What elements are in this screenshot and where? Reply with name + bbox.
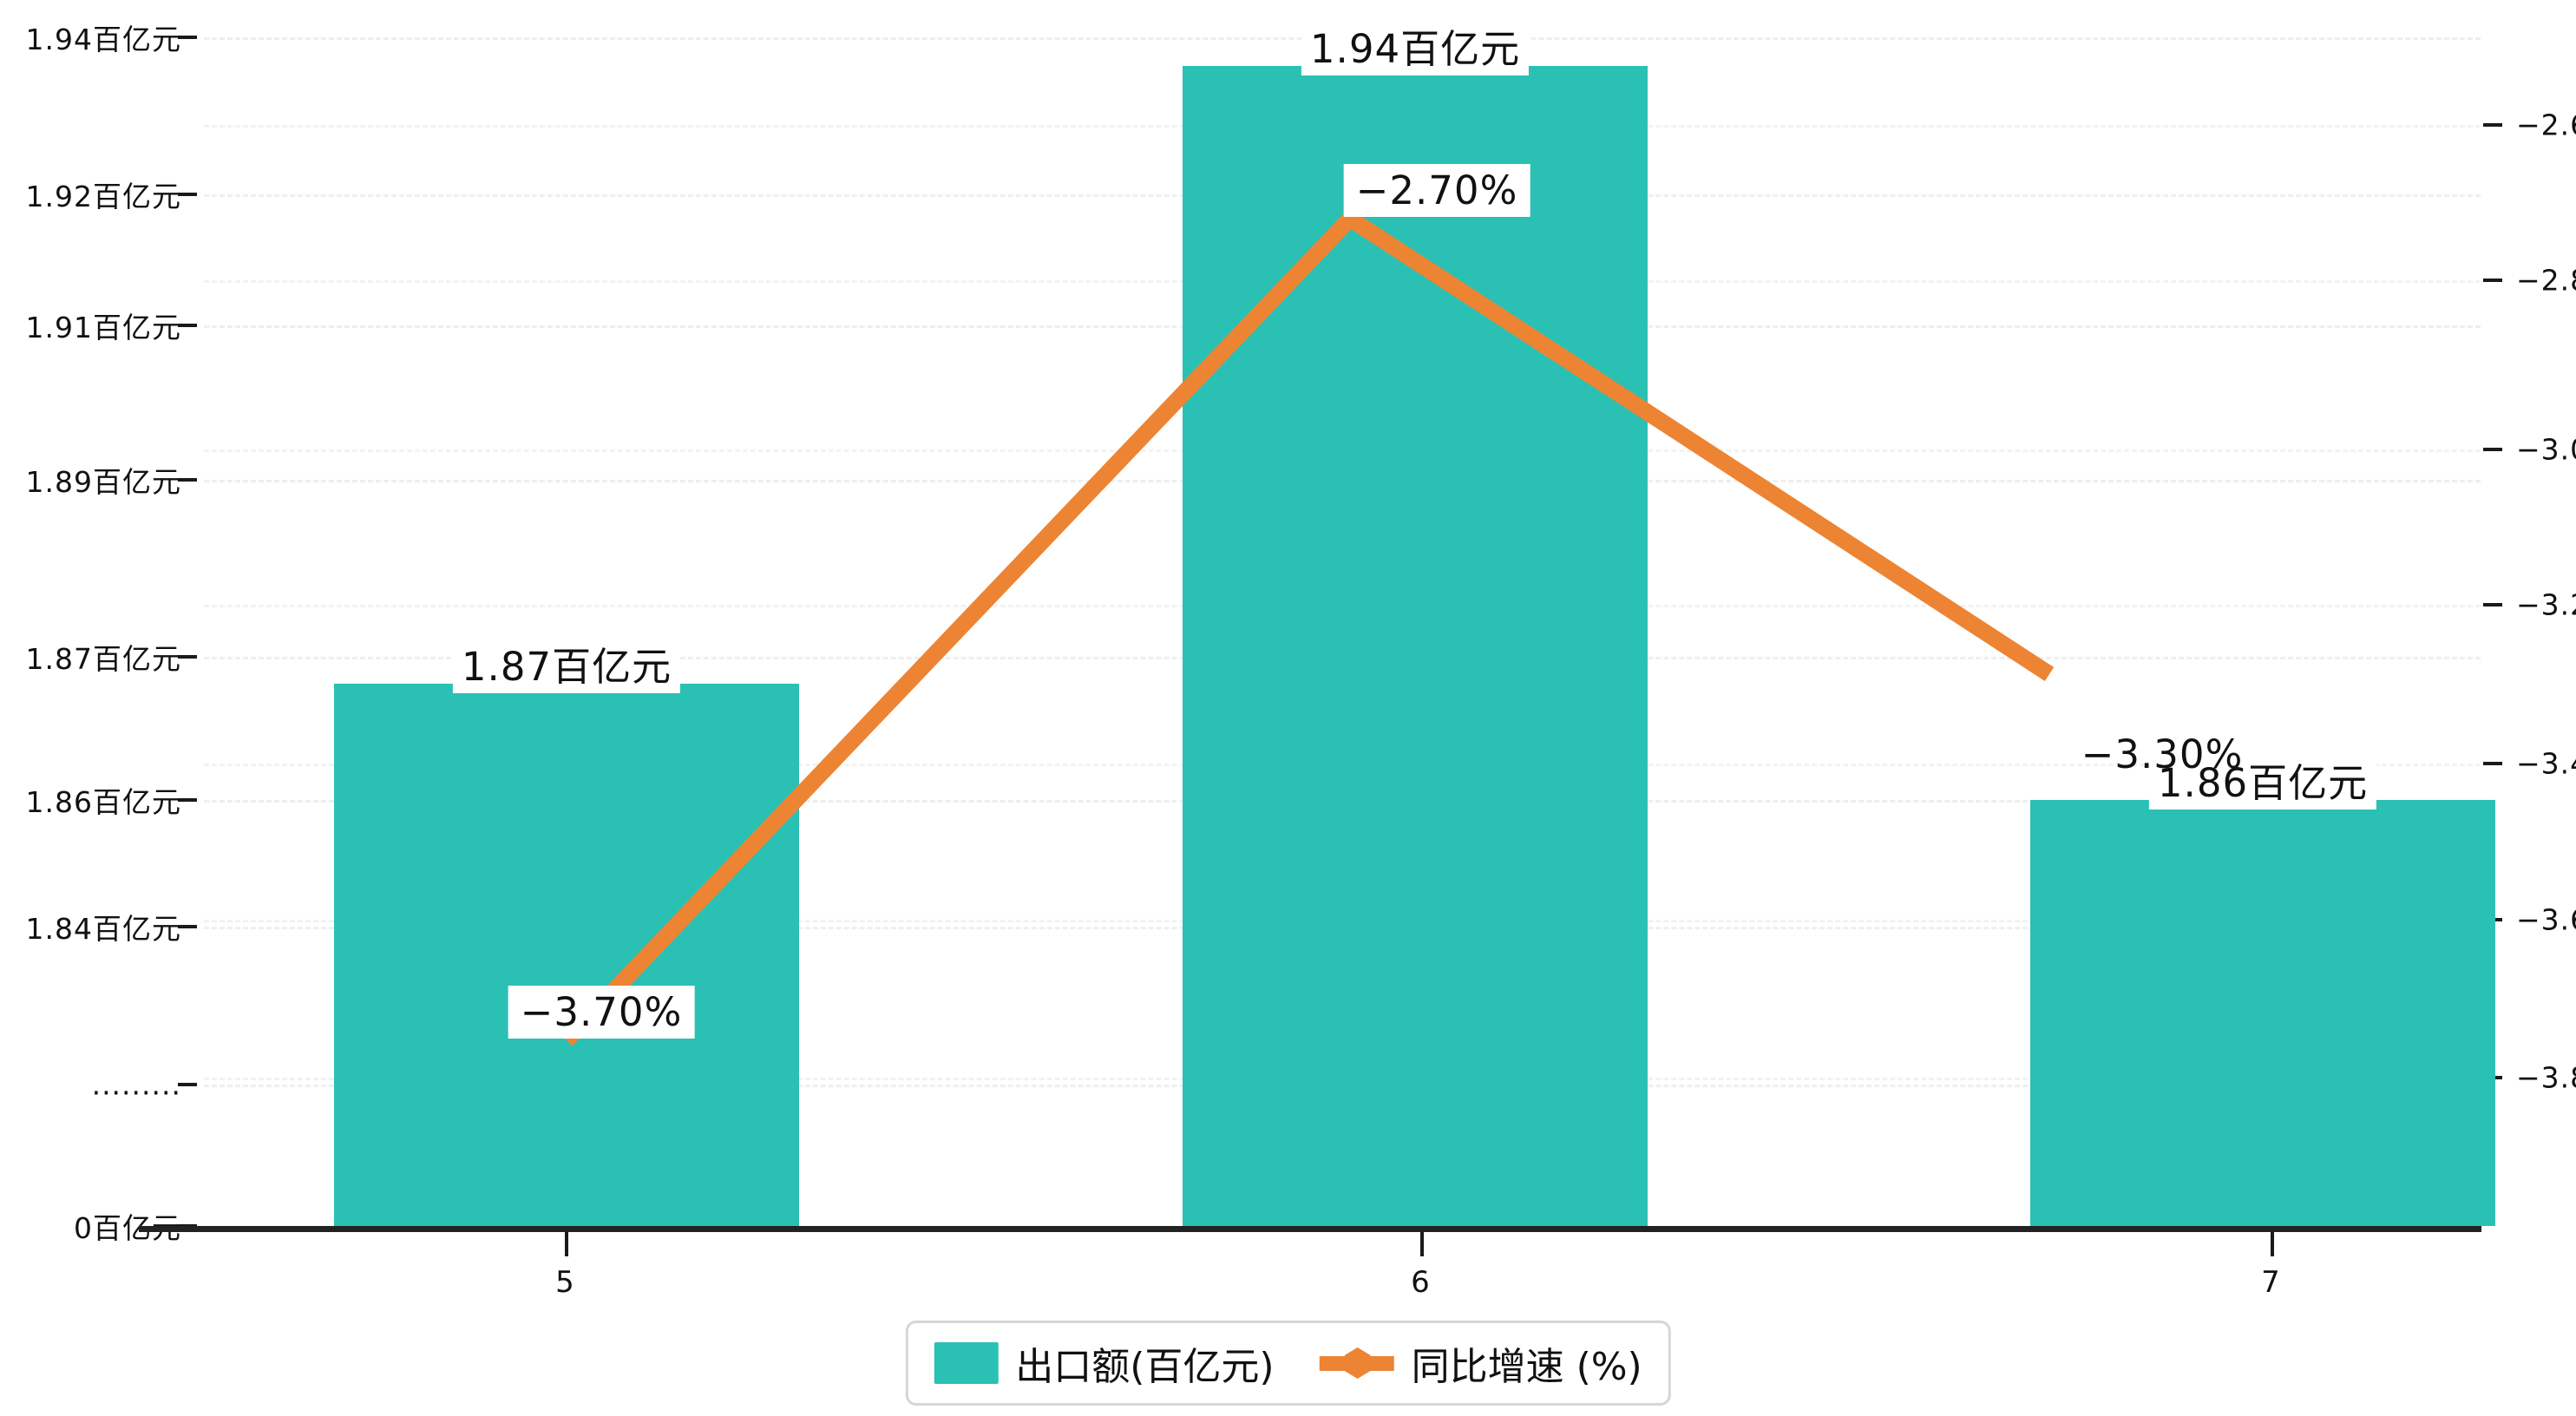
x-axis-tick-mark (1420, 1232, 1424, 1256)
y-axis-left-tick-mark (178, 798, 197, 802)
y-axis-left-tick-mark (178, 324, 197, 327)
x-axis-tick-label: 5 (555, 1265, 574, 1300)
y-axis-left-tick-label: 1.86百亿元 (25, 785, 181, 819)
y-axis-left-tick-mark (178, 36, 197, 39)
x-axis-baseline (139, 1226, 2481, 1232)
legend-label-bar: 出口额(百亿元) (1015, 1345, 1275, 1389)
y-axis-right-tick-mark (2483, 279, 2502, 282)
y-axis-left-tick-mark (178, 478, 197, 482)
x-axis-tick-mark (565, 1232, 568, 1256)
legend-item-line[interactable]: 同比增速 (%) (1319, 1335, 1642, 1391)
y-axis-right-tick-label: −3.8 (2516, 1060, 2576, 1095)
y-axis-right-tick-mark (2483, 762, 2502, 765)
bar-value-label: 1.86百亿元 (2148, 750, 2377, 810)
bar[interactable] (2030, 800, 2495, 1226)
y-axis-left-tick-mark (178, 655, 197, 659)
legend-line-marker-icon (1319, 1342, 1394, 1384)
y-axis-right-tick-mark (2483, 448, 2502, 451)
bar-value-label: 1.94百亿元 (1301, 16, 1530, 75)
chart-legend[interactable]: 出口额(百亿元) 同比增速 (%) (905, 1321, 1671, 1406)
y-axis-left-tick-label: 1.89百亿元 (25, 465, 181, 499)
line-value-label: −2.70% (1343, 164, 1531, 217)
y-axis-right-tick-label: −3.4 (2516, 746, 2576, 781)
y-axis-left-tick-mark (178, 1083, 197, 1086)
y-axis-right-tick-mark (2483, 603, 2502, 606)
bar-value-label: 1.87百亿元 (452, 633, 681, 693)
y-axis-right-tick-label: −3.2 (2516, 587, 2576, 622)
y-axis-left-tick-label: 1.94百亿元 (25, 23, 181, 56)
legend-label-line: 同比增速 (%) (1411, 1345, 1642, 1389)
legend-item-bar[interactable]: 出口额(百亿元) (934, 1335, 1275, 1391)
y-axis-left-tick-label: 1.91百亿元 (25, 311, 181, 344)
x-axis-tick-label: 6 (1411, 1265, 1430, 1300)
y-axis-left-tick-mark (178, 925, 197, 928)
y-axis-left-tick-label: 1.87百亿元 (25, 642, 181, 676)
legend-bar-swatch-icon (934, 1342, 999, 1384)
y-axis-right-tick-label: −2.8 (2516, 263, 2576, 298)
line-value-label: −3.30% (2081, 731, 2244, 777)
y-axis-left-tick-label: 1.92百亿元 (25, 180, 181, 213)
y-axis-left-tick-label: 1.84百亿元 (25, 912, 181, 946)
y-axis-left-tick-label: ......... (91, 1067, 181, 1102)
y-axis-right-tick-label: −3.0 (2516, 432, 2576, 467)
y-axis-left-tick-mark (178, 193, 197, 196)
y-axis-right-tick-mark (2483, 123, 2502, 127)
y-axis-right-tick-label: −2.6 (2516, 108, 2576, 142)
line-value-label: −3.70% (508, 986, 695, 1039)
x-axis-tick-mark (2271, 1232, 2274, 1256)
x-axis-tick-label: 7 (2261, 1265, 2280, 1300)
bar[interactable] (334, 684, 799, 1226)
y-axis-right-tick-label: −3.6 (2516, 902, 2576, 937)
